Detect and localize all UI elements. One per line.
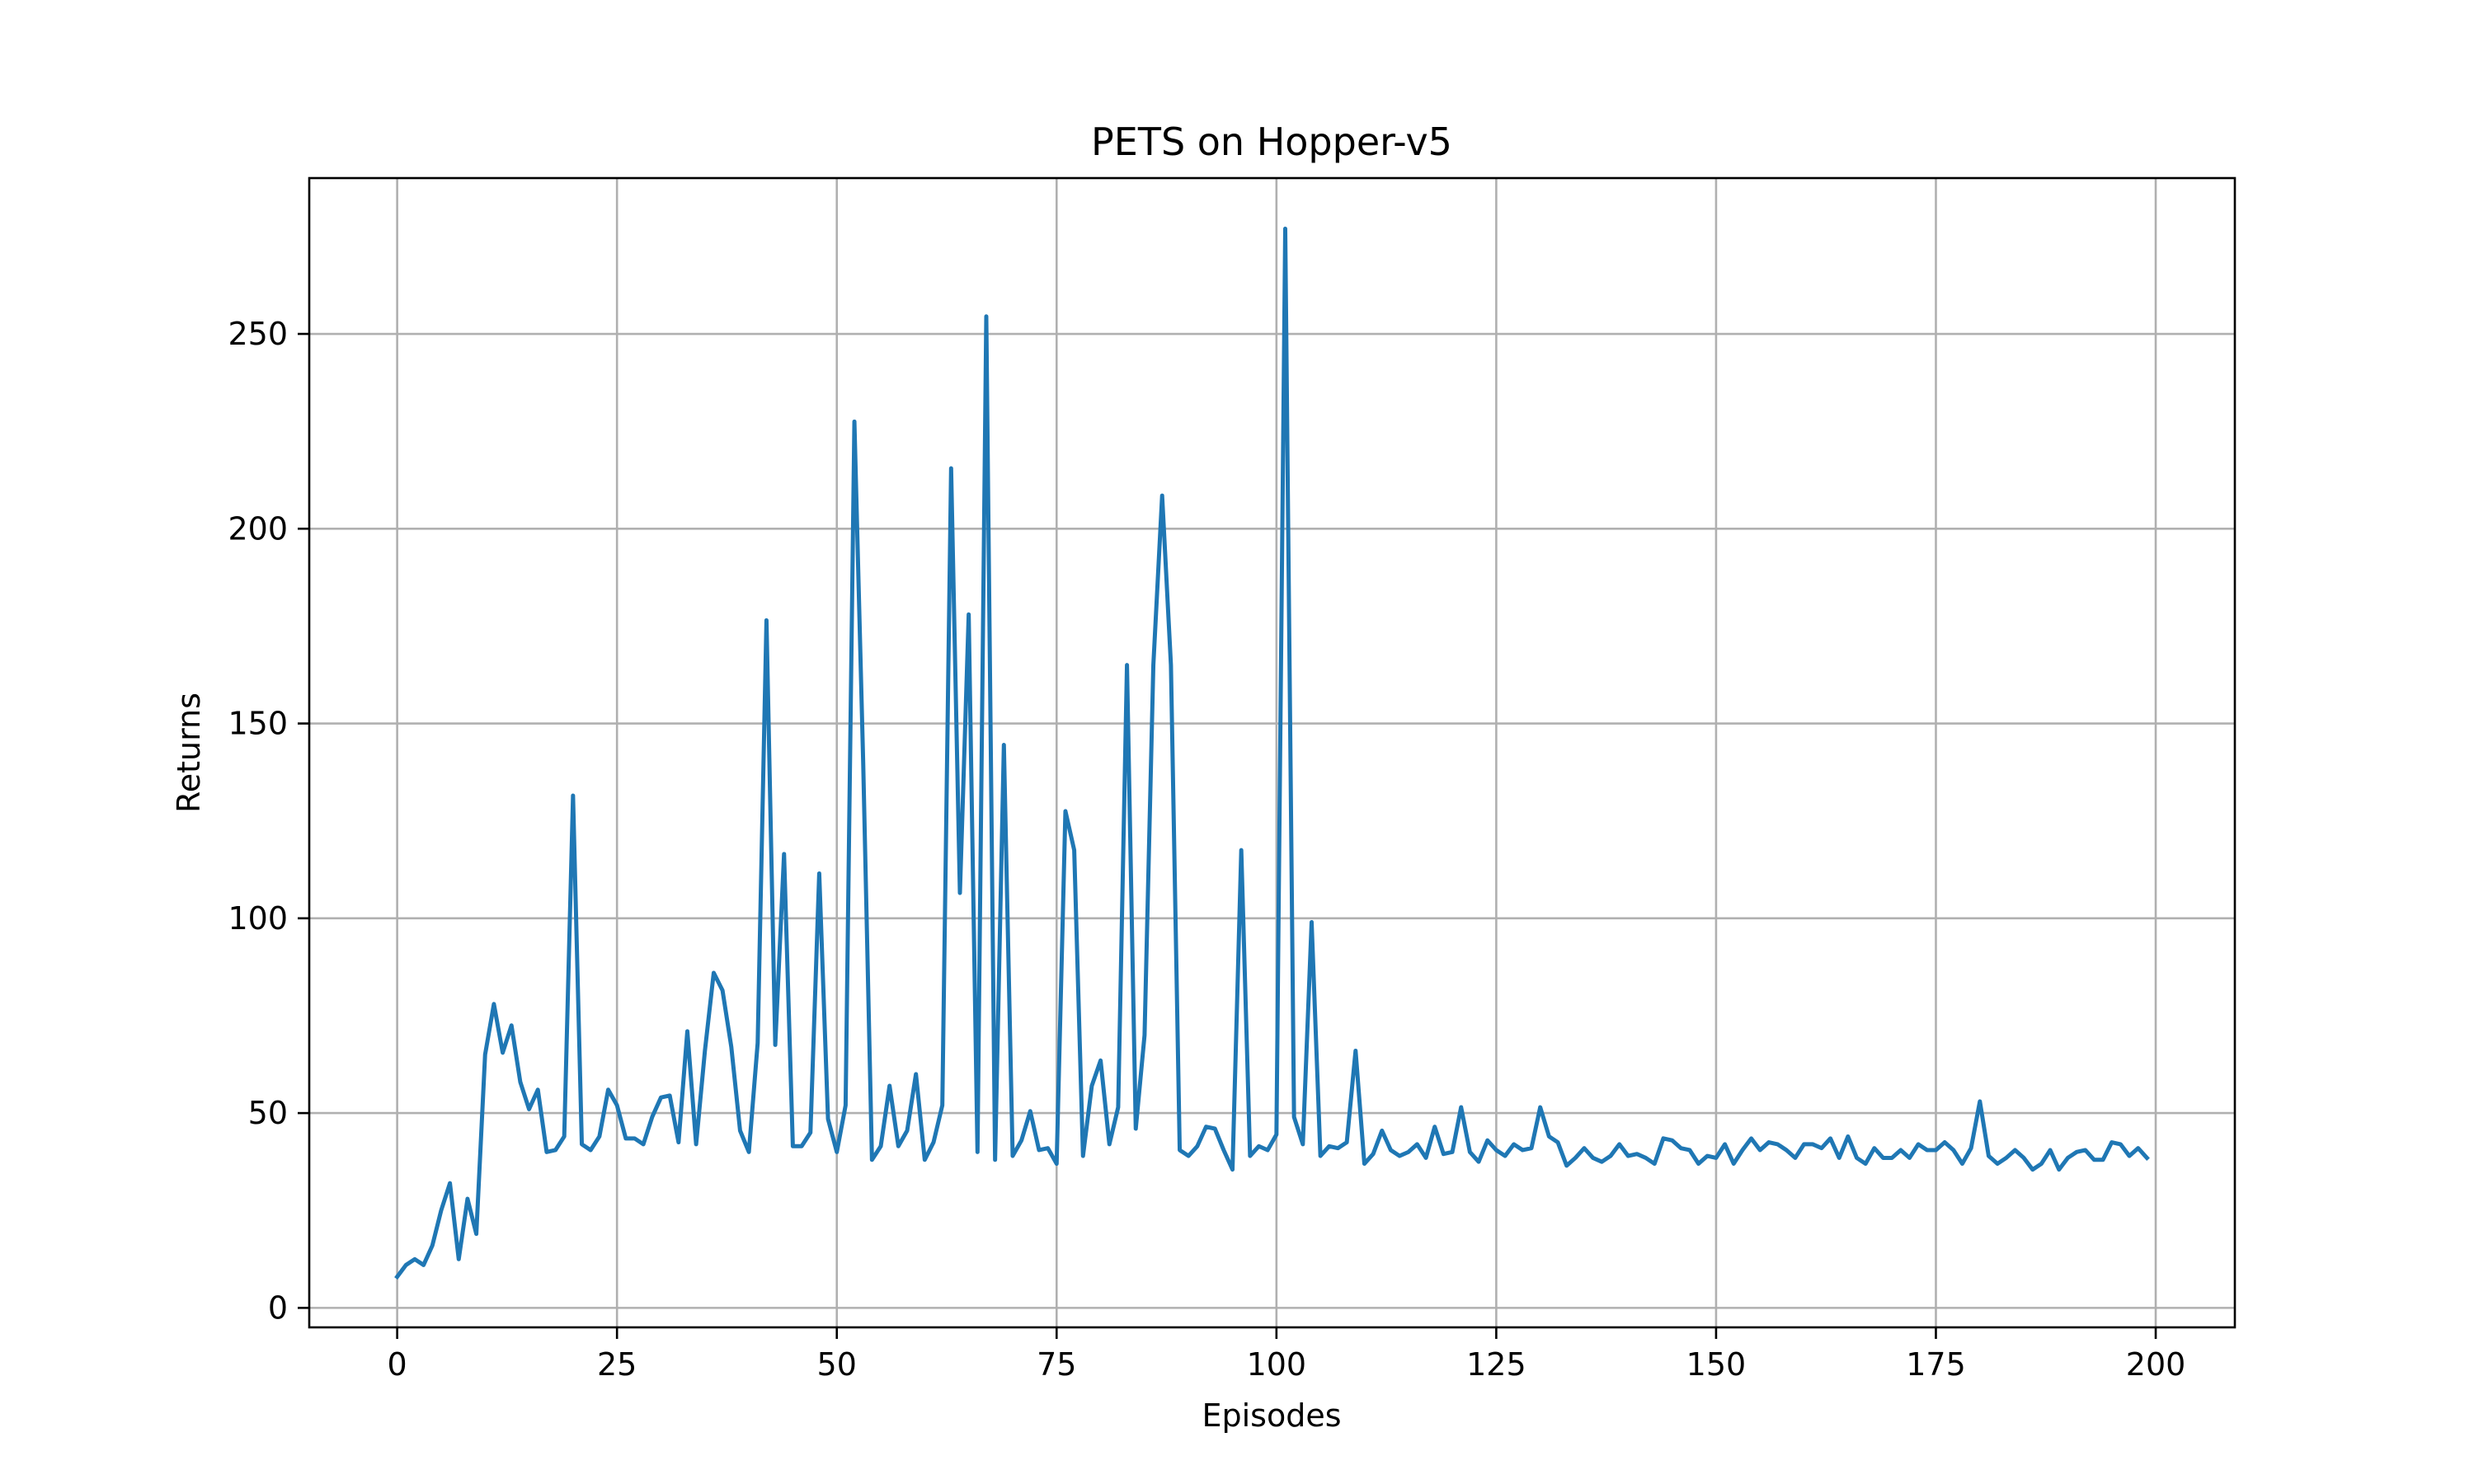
x-tick-label: 150 [1686,1346,1747,1383]
y-tick-label: 250 [228,316,288,352]
x-tick-label: 25 [597,1346,637,1383]
x-tick-label: 200 [2126,1346,2186,1383]
series-line [394,226,2150,1280]
y-tick-label: 50 [248,1095,288,1131]
grid [309,178,2235,1327]
series-layer [394,226,2150,1280]
x-tick-label: 0 [388,1346,407,1383]
x-tick-label: 100 [1247,1346,1307,1383]
y-tick-label: 100 [228,900,288,937]
x-tick-label: 175 [1906,1346,1966,1383]
y-tick-label: 0 [268,1289,288,1326]
plot-frame [308,176,2236,1329]
y-axis-label: Returns [171,693,207,813]
x-tick-label: 75 [1037,1346,1076,1383]
y-axis-ticks: 0 50 100 150 200 250 [228,316,309,1326]
x-axis-ticks: 0 25 50 75 100 125 150 175 200 [388,1327,2186,1383]
x-tick-label: 50 [817,1346,857,1383]
y-tick-label: 200 [228,510,288,547]
x-axis-label: Episodes [1202,1397,1341,1434]
x-tick-label: 125 [1466,1346,1526,1383]
y-tick-label: 150 [228,706,288,742]
chart-title: PETS on Hopper-v5 [1091,120,1452,164]
